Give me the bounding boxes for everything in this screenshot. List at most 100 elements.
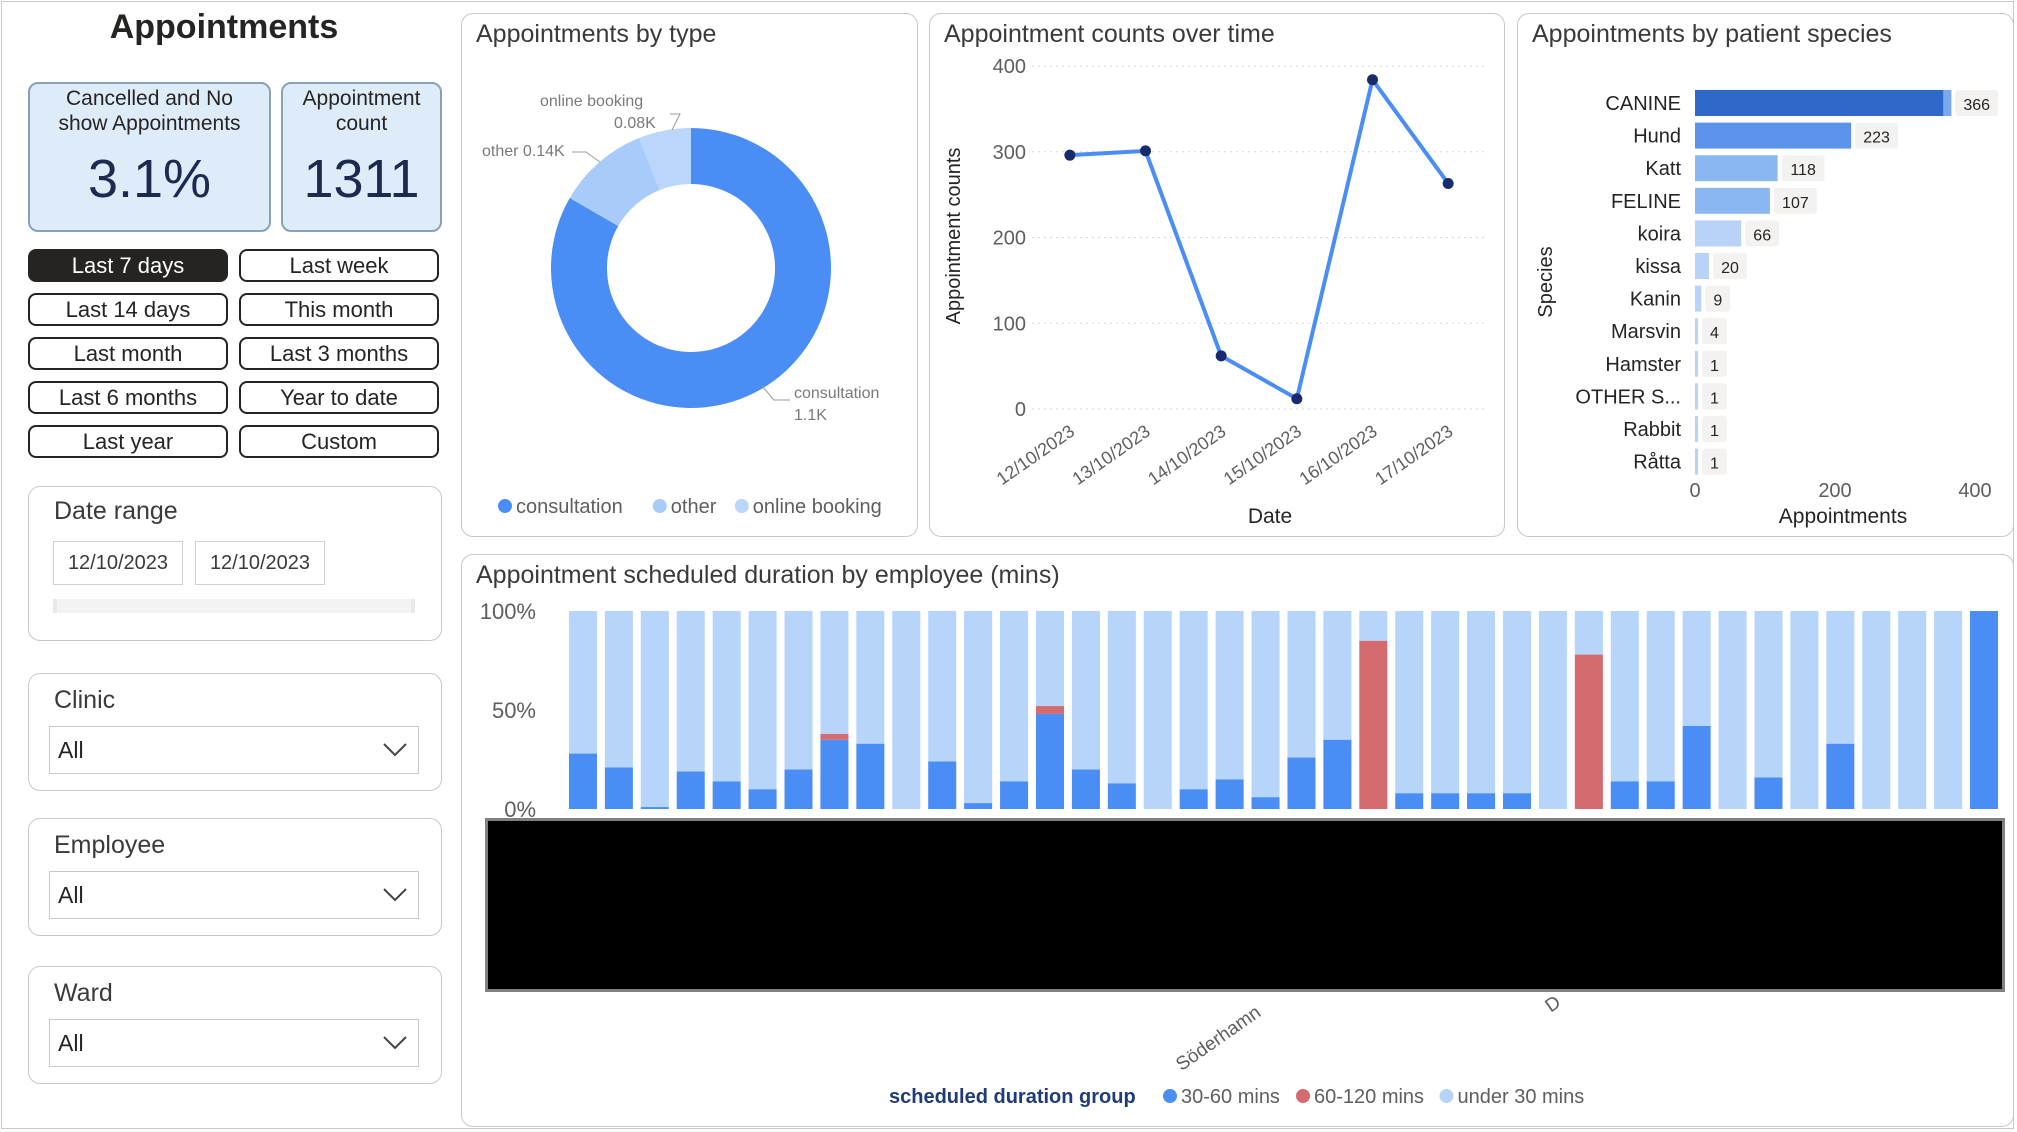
y-tick-label: 400 [993, 56, 1026, 78]
clinic-title: Clinic [54, 686, 116, 714]
date-button-last-week[interactable]: Last week [239, 249, 439, 282]
stack-segment-under-30-mins [1646, 611, 1675, 782]
employee-slicer: Employee All [28, 818, 442, 936]
species-bar [1695, 416, 1698, 442]
data-point [1442, 177, 1454, 189]
page-title: Appointments [109, 8, 339, 46]
stack-segment-under-30-mins [1754, 611, 1783, 778]
y-tick-label: 200 [993, 228, 1026, 250]
stack-segment-30-60-mins [604, 767, 633, 809]
category-label: Katt [1645, 158, 1681, 180]
data-point [1140, 145, 1151, 157]
stack-segment-under-30-mins [676, 611, 705, 772]
species-bar [1695, 285, 1702, 312]
date-button-last-year[interactable]: Last year [28, 425, 228, 458]
stack-segment-30-60-mins [1826, 743, 1855, 809]
data-label-bg [1702, 318, 1727, 345]
stack-segment-30-60-mins [1251, 797, 1280, 809]
stack-segment-under-30-mins [892, 611, 921, 809]
y-tick-label: 300 [993, 142, 1026, 164]
y-axis-title: Appointment counts [943, 148, 965, 325]
stack-segment-30-60-mins [1107, 783, 1136, 809]
data-label: 20 [1721, 260, 1739, 277]
stack-segment-30-60-mins [784, 769, 813, 809]
stack-segment-30-60-mins [856, 743, 885, 809]
employee-dropdown[interactable]: All [49, 871, 419, 919]
date-range-slider-track[interactable] [53, 599, 415, 613]
ward-dropdown[interactable]: All [49, 1019, 419, 1067]
stack-segment-under-30-mins [1898, 611, 1927, 809]
stack-segment-60-120-mins [820, 733, 849, 740]
date-button-last-6-months[interactable]: Last 6 months [28, 381, 228, 414]
species-bar [1695, 383, 1698, 410]
stack-segment-under-30-mins [1934, 611, 1963, 809]
kpi-cancelled-card: Cancelled and No show Appointments 3.1% [28, 82, 271, 232]
date-range-start[interactable]: 12/10/2023 [53, 541, 183, 585]
stack-segment-30-60-mins [1287, 757, 1316, 809]
date-button-year-to-date[interactable]: Year to date [239, 381, 439, 414]
data-point [1291, 393, 1303, 405]
date-button-last-14-days[interactable]: Last 14 days [28, 293, 228, 326]
stack-segment-under-30-mins [1179, 611, 1208, 790]
data-label-bg [1855, 122, 1899, 149]
date-button-last-7-days[interactable]: Last 7 days [28, 249, 228, 282]
species-bar [1695, 122, 1852, 149]
stack-segment-30-60-mins [1395, 793, 1424, 809]
kpi-count-card: Appointment count 1311 [281, 82, 442, 232]
date-button-last-month[interactable]: Last month [28, 337, 228, 370]
stack-segment-30-60-mins [676, 771, 705, 809]
category-label: Rabbit [1623, 419, 1681, 441]
stack-segment-under-30-mins [1503, 611, 1532, 794]
data-point [1064, 149, 1076, 161]
stack-segment-under-30-mins [1538, 611, 1567, 809]
date-range-end[interactable]: 12/10/2023 [195, 541, 325, 585]
stack-segment-under-30-mins [604, 611, 633, 768]
stack-segment-under-30-mins [1395, 611, 1424, 794]
chevron-down-icon [383, 743, 407, 757]
data-label-bg [1702, 416, 1727, 442]
stack-segment-under-30-mins [1431, 611, 1460, 794]
clinic-dropdown[interactable]: All [49, 726, 419, 774]
stack-segment-60-120-mins [1035, 706, 1064, 714]
x-tick-label: 200 [1818, 480, 1851, 502]
date-button-this-month[interactable]: This month [239, 293, 439, 326]
y-axis-title: Species [1535, 246, 1557, 317]
over-time-card: Appointment counts over time 0 100 200 300 4… [929, 13, 1505, 537]
stack-segment-under-30-mins [1287, 611, 1316, 758]
by-species-title: Appointments by patient species [1532, 20, 1892, 48]
stack-segment-under-30-mins [1000, 611, 1029, 782]
by-type-title: Appointments by type [476, 20, 717, 48]
stack-segment-under-30-mins [568, 611, 597, 754]
by-type-card: Appointments by type consultation 1.1K oth… [461, 13, 918, 537]
species-bar [1695, 187, 1770, 214]
stack-segment-under-30-mins [748, 611, 777, 790]
stack-segment-under-30-mins [784, 611, 813, 770]
y-tick-label: 0% [504, 797, 536, 822]
ward-dropdown-value: All [58, 1030, 84, 1056]
stack-segment-30-60-mins [640, 807, 669, 809]
date-button-last-3-months[interactable]: Last 3 months [239, 337, 439, 370]
data-label-bg [1745, 220, 1780, 247]
stack-segment-under-30-mins [712, 611, 741, 782]
donut-value-online-booking: 0.08K [614, 115, 656, 132]
stack-segment-under-30-mins [1035, 611, 1064, 707]
donut-slice-other [569, 138, 660, 226]
kpi-count-value: 1311 [303, 149, 420, 209]
stack-segment-under-30-mins [1107, 611, 1136, 784]
date-range-slider-handle-start[interactable] [53, 599, 57, 613]
ward-title: Ward [54, 979, 113, 1007]
stack-segment-under-30-mins [1071, 611, 1100, 770]
donut-label-other: other 0.14K [482, 143, 565, 160]
data-label: 1 [1710, 423, 1719, 440]
x-tick-label: 14/10/2023 [1144, 421, 1229, 489]
data-label: 9 [1713, 293, 1722, 310]
date-button-custom[interactable]: Custom [239, 425, 439, 458]
stack-segment-30-60-mins [1000, 781, 1029, 809]
data-label-bg [1955, 90, 1999, 116]
chevron-down-icon [383, 888, 407, 902]
chevron-down-icon [383, 1036, 407, 1050]
stack-segment-30-60-mins [1323, 739, 1352, 809]
date-range-slider-handle-end[interactable] [411, 599, 415, 613]
donut-label-consultation: consultation [794, 385, 879, 402]
